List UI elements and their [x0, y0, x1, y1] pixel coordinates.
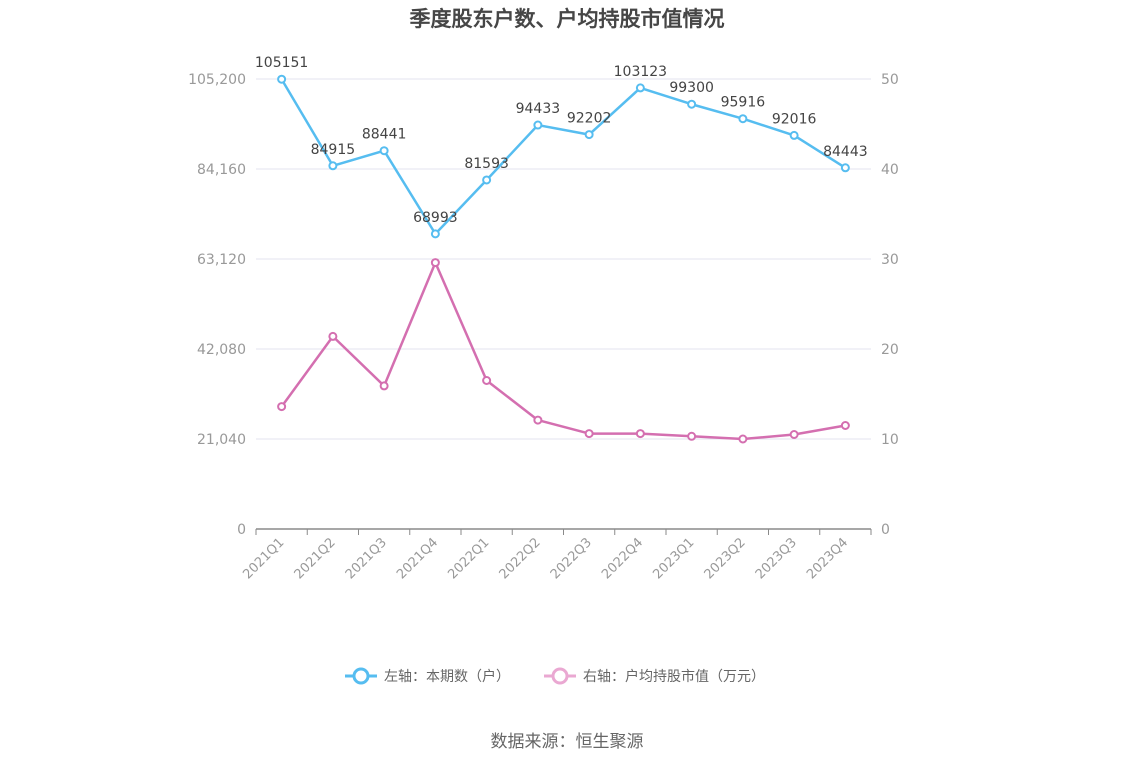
legend-item-left[interactable]: 左轴：本期数（户） [345, 667, 510, 685]
data-point-right[interactable] [379, 381, 389, 391]
series-line-right [280, 261, 846, 441]
x-axis-tick-label: 2023Q3 [753, 535, 800, 582]
data-label: 68993 [413, 210, 458, 226]
data-point-right[interactable] [687, 431, 697, 441]
data-point-left[interactable] [379, 146, 389, 156]
legend-item-right[interactable]: 右轴：户均持股市值（万元） [544, 667, 765, 685]
data-label: 81593 [464, 156, 509, 172]
x-axis-tick-label: 2021Q1 [240, 535, 287, 582]
left-axis-tick-label: 21,040 [197, 432, 246, 448]
legend: 左轴：本期数（户） 右轴：户均持股市值（万元） [345, 667, 765, 685]
data-point-left[interactable] [584, 130, 594, 140]
x-axis-tick-label: 2022Q2 [497, 535, 544, 582]
data-point-left[interactable] [328, 161, 338, 171]
data-label: 84443 [823, 144, 868, 160]
data-point-right[interactable] [789, 430, 799, 439]
right-axis-tick-label: 0 [881, 522, 890, 538]
data-label: 84915 [311, 142, 356, 158]
data-point-left[interactable] [738, 114, 748, 124]
data-point-right[interactable] [533, 415, 543, 425]
right-axis-tick-label: 30 [881, 252, 899, 268]
series-points [277, 74, 850, 444]
data-point-left[interactable] [430, 229, 440, 239]
data-point-right[interactable] [584, 429, 594, 439]
right-axis-tick-label: 20 [881, 342, 899, 358]
data-point-left[interactable] [635, 83, 645, 93]
data-label: 105151 [255, 55, 308, 71]
data-point-right[interactable] [328, 331, 338, 341]
grid [256, 78, 871, 440]
x-axis-tick-label: 2022Q1 [445, 535, 492, 582]
data-point-right[interactable] [840, 421, 850, 430]
data-point-left[interactable] [840, 163, 850, 173]
data-label: 95916 [721, 95, 766, 111]
x-axis-tick-label: 2021Q2 [292, 535, 339, 582]
data-point-left[interactable] [533, 120, 543, 130]
legend-label-right: 右轴：户均持股市值（万元） [583, 668, 765, 685]
data-point-right[interactable] [430, 258, 440, 268]
data-label: 92016 [772, 111, 817, 127]
axes: 0 21,040 42,080 63,120 84,160 105,200 0 10 20 30 4… [188, 72, 899, 582]
data-point-left[interactable] [687, 99, 697, 109]
data-point-right[interactable] [635, 429, 645, 439]
data-label: 94433 [516, 101, 561, 117]
data-label: 99300 [669, 80, 714, 96]
x-axis-tick-label: 2023Q4 [804, 535, 851, 582]
right-axis-tick-label: 40 [881, 162, 899, 178]
x-axis-tick-label: 2023Q1 [650, 535, 697, 582]
data-point-left[interactable] [277, 74, 287, 84]
chart-title: 季度股东户数、户均持股市值情况 [410, 7, 725, 31]
source-text: 数据来源：恒生聚源 [491, 732, 644, 752]
x-axis-tick-label: 2021Q4 [394, 535, 441, 582]
x-axis-tick-label: 2021Q3 [343, 535, 390, 582]
data-label: 88441 [362, 127, 407, 143]
data-point-right[interactable] [277, 402, 287, 412]
data-label: 103123 [614, 64, 667, 80]
series-line-left [280, 78, 847, 236]
right-axis-tick-label: 10 [881, 432, 899, 448]
data-labels: 105151 84915 88441 68993 81593 94433 92202 1031… [255, 55, 868, 226]
legend-marker-left [352, 667, 370, 685]
data-point-left[interactable] [789, 130, 799, 140]
data-point-right[interactable] [482, 376, 492, 385]
left-axis-tick-label: 84,160 [197, 162, 246, 178]
right-axis-tick-label: 50 [881, 72, 899, 88]
left-axis-tick-label: 105,200 [188, 72, 246, 88]
left-axis-tick-label: 0 [237, 522, 246, 538]
data-label: 92202 [567, 111, 612, 127]
x-axis-tick-label: 2023Q2 [702, 535, 749, 582]
data-point-right[interactable] [738, 434, 748, 444]
x-axis-tick-label: 2022Q3 [548, 535, 595, 582]
legend-marker-right [551, 667, 569, 685]
data-point-left[interactable] [482, 175, 492, 185]
legend-label-left: 左轴：本期数（户） [384, 668, 510, 685]
x-axis-tick-label: 2022Q4 [599, 535, 646, 582]
left-axis-tick-label: 42,080 [197, 342, 246, 358]
series-lines [280, 78, 847, 441]
left-axis-tick-label: 63,120 [197, 252, 246, 268]
